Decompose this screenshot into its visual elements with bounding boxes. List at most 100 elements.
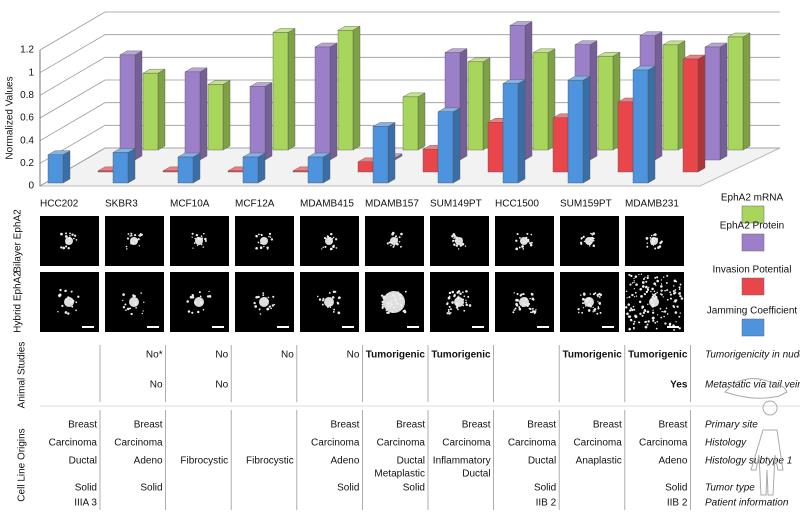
speck <box>381 300 384 303</box>
speck <box>135 239 138 242</box>
speck <box>195 233 199 237</box>
speck <box>526 304 529 308</box>
speck <box>599 296 601 299</box>
mouse-icon <box>724 378 788 399</box>
speck <box>577 307 580 311</box>
speck <box>646 245 649 248</box>
speck <box>62 246 66 250</box>
bar <box>242 152 266 184</box>
speck <box>655 327 658 330</box>
speck <box>132 294 135 297</box>
speck <box>646 310 650 314</box>
cell-text: No <box>150 380 163 391</box>
speck <box>660 279 663 281</box>
bar-side <box>264 82 273 161</box>
bar <box>567 75 591 184</box>
speck <box>392 293 395 296</box>
speck <box>393 240 396 242</box>
category-label: MCF10A <box>170 199 210 210</box>
speck <box>535 309 537 311</box>
speck <box>328 237 331 240</box>
legend-swatch <box>741 318 765 337</box>
speck <box>518 246 521 249</box>
speck <box>589 300 592 303</box>
speck <box>208 294 212 298</box>
speck <box>628 296 631 299</box>
speck <box>453 237 455 240</box>
speck <box>332 310 335 313</box>
speck <box>255 295 258 299</box>
speck <box>678 286 681 289</box>
y-tick-label: 0.6 <box>20 113 34 124</box>
bar-face <box>467 61 484 151</box>
speck <box>396 302 399 305</box>
row-label: Bilayer EphA2 <box>13 209 24 273</box>
cell-text: Solid <box>337 483 359 494</box>
cell-text: IIB 2 <box>536 498 557 509</box>
category-label: MCF12A <box>235 199 275 210</box>
speck <box>337 296 341 300</box>
speck <box>448 305 451 308</box>
bar-side <box>654 31 663 161</box>
speck <box>255 234 258 238</box>
cell-text: Adeno <box>330 456 359 467</box>
speck <box>628 273 631 276</box>
category-label: SUM149PT <box>430 199 482 210</box>
speck <box>196 310 200 314</box>
bar-side <box>582 75 591 184</box>
speck <box>262 292 265 295</box>
bar-side <box>387 122 396 184</box>
cell-text: No <box>281 350 294 361</box>
speck <box>675 299 678 302</box>
cell-text: No* <box>146 350 163 361</box>
speck <box>138 234 141 237</box>
cell-text: Solid <box>534 483 556 494</box>
speck <box>191 295 195 299</box>
bar-face <box>567 79 584 184</box>
speck <box>403 310 407 314</box>
speck <box>582 307 585 309</box>
speck <box>640 273 643 275</box>
bar-face <box>487 122 504 173</box>
y-tick-label: 0.4 <box>20 135 34 146</box>
bar-face <box>314 46 331 161</box>
speck <box>387 307 389 310</box>
speck <box>674 311 678 314</box>
speck <box>189 295 193 299</box>
speck <box>77 295 80 298</box>
bar-face <box>272 32 289 151</box>
speck <box>390 295 392 298</box>
speck <box>633 296 636 298</box>
speck <box>592 311 594 313</box>
speck <box>393 295 396 298</box>
cell-text: Tumorigenic <box>628 350 688 361</box>
speck <box>458 295 460 298</box>
speck <box>582 297 585 301</box>
speck <box>639 312 642 315</box>
cell-text: Carcinoma <box>639 438 688 449</box>
speck <box>642 311 646 314</box>
speck <box>651 303 655 307</box>
cell-text: Anaplastic <box>576 456 622 467</box>
cell-text: Breast <box>658 420 687 431</box>
cell-text: Breast <box>462 420 491 431</box>
speck <box>644 325 648 329</box>
bar-face <box>662 44 679 151</box>
speck <box>589 305 592 308</box>
speck <box>202 246 204 248</box>
bar-side <box>134 50 143 161</box>
bar-side <box>647 65 656 184</box>
speck <box>132 242 135 245</box>
speck <box>589 237 593 240</box>
speck <box>75 301 78 304</box>
speck <box>654 276 657 279</box>
cell-text: Solid <box>140 483 162 494</box>
speck <box>394 235 398 238</box>
speck <box>451 290 455 294</box>
speck <box>627 303 631 306</box>
speck <box>200 235 203 238</box>
speck <box>642 285 645 288</box>
speck <box>254 305 258 308</box>
speck <box>651 311 655 314</box>
bar-face <box>97 170 114 173</box>
